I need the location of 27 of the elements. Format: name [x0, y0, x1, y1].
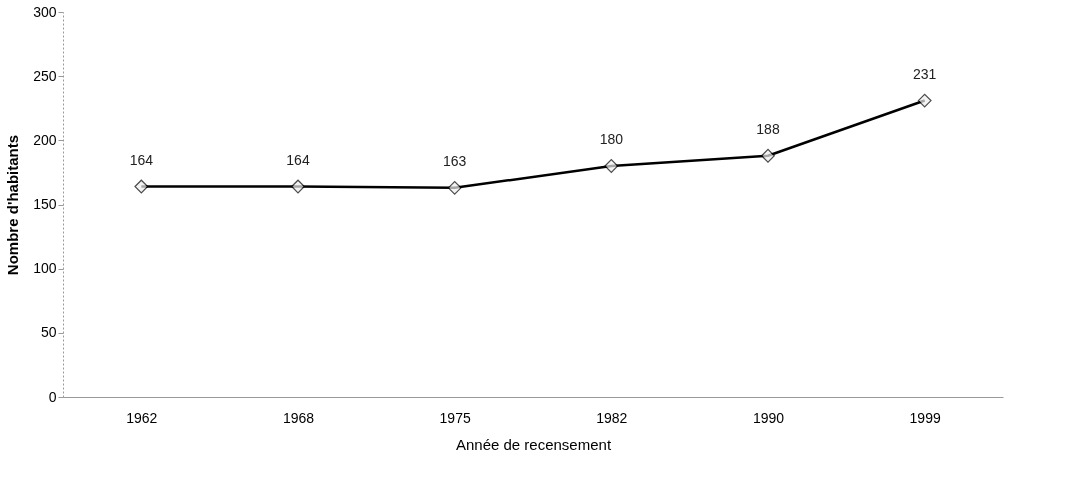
y-tick-label: 300 [33, 3, 57, 20]
data-label: 163 [442, 152, 467, 169]
x-tick-label: 1990 [752, 409, 785, 426]
point [291, 179, 305, 194]
x-axis-title: Année de recensement [455, 435, 612, 453]
data-label: 188 [756, 120, 780, 137]
y-tick-label: 50 [40, 324, 57, 341]
point [134, 179, 149, 194]
y-tick-label: 200 [33, 131, 57, 148]
y-axis-title: Nombre d'habitants [4, 134, 22, 276]
x-tick-label: 1999 [909, 409, 941, 426]
x-tick-label: 1982 [596, 409, 628, 426]
data-label: 164 [129, 151, 154, 168]
y-tick-label: 0 [48, 388, 57, 405]
data-label: 180 [599, 131, 624, 147]
x-tick-label: 1968 [282, 409, 315, 426]
point [761, 148, 775, 163]
point [447, 180, 462, 195]
y-tick-label: 100 [33, 260, 57, 277]
point [604, 159, 619, 173]
x-tick-label: 1975 [439, 409, 471, 426]
x-tick-label: 1962 [126, 409, 158, 426]
data-label: 231 [912, 65, 937, 82]
data-label: 164 [286, 151, 310, 168]
y-tick-label: 250 [33, 67, 57, 84]
y-tick-label: 150 [33, 196, 57, 212]
point [917, 93, 932, 108]
